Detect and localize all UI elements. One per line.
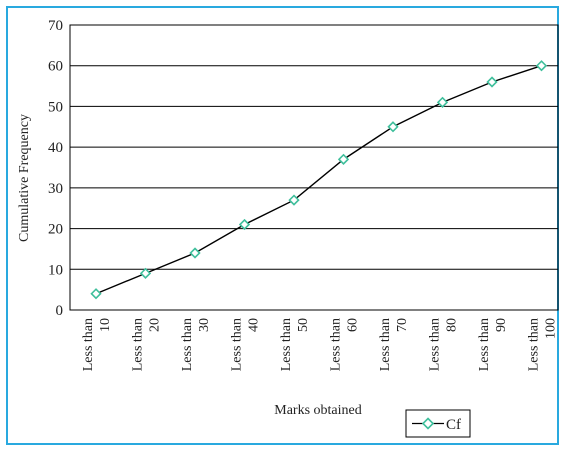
- data-point: [337, 153, 350, 165]
- x-tick-label-line: Less than: [81, 318, 96, 371]
- data-point: [535, 60, 548, 72]
- x-tick-label-line: Less than: [428, 318, 443, 371]
- y-tick-label: 70: [48, 18, 63, 34]
- x-axis-title: Marks obtained: [274, 403, 361, 418]
- data-point: [387, 121, 399, 133]
- x-tick-label-line: Less than: [180, 318, 195, 371]
- data-point: [436, 96, 449, 108]
- x-tick-label-line: Less than: [131, 318, 146, 371]
- y-tick-label: 30: [48, 181, 63, 197]
- x-tick-label-line: 100: [544, 318, 559, 339]
- series-line: [95, 65, 542, 295]
- y-axis-ticks: 0 10 20 30 40 50 60 70: [48, 18, 63, 319]
- x-tick-label: Less than 60: [329, 318, 361, 371]
- x-tick-label: Less than 70: [378, 318, 410, 371]
- x-tick-label-line: 60: [346, 318, 361, 332]
- x-tick-label-line: 40: [247, 318, 262, 332]
- data-point: [238, 218, 251, 231]
- x-axis-ticks: Less than 10 Less than 20 Less than 30 Less th…: [81, 318, 559, 371]
- data-point: [486, 76, 498, 88]
- x-tick-label-line: 80: [445, 318, 460, 332]
- x-tick-label-line: Less than: [230, 318, 245, 371]
- x-tick-label-line: Less than: [477, 318, 492, 371]
- grid-lines: [70, 65, 558, 270]
- x-tick-label: Less than 20: [131, 318, 163, 371]
- y-tick-label: 20: [48, 222, 63, 238]
- x-tick-label-line: Less than: [378, 318, 393, 371]
- x-tick-label: Less than 80: [428, 318, 460, 371]
- legend: Cf: [405, 409, 471, 438]
- chart-frame: [6, 6, 559, 445]
- legend-label: Cf: [446, 417, 461, 433]
- x-tick-label-line: Less than: [527, 318, 542, 371]
- x-tick-label-line: Less than: [329, 318, 344, 371]
- legend-marker: [421, 417, 435, 430]
- x-tick-label-line: 50: [296, 318, 311, 332]
- series-cf: [90, 60, 548, 300]
- y-tick-label: 0: [56, 303, 64, 319]
- x-tick-label-line: 30: [197, 318, 212, 332]
- x-tick-label: Less than 30: [180, 318, 212, 371]
- x-tick-label: Less than 50: [279, 318, 311, 371]
- x-tick-label-line: 10: [98, 318, 113, 332]
- data-point: [90, 288, 102, 300]
- plot-area-border: [69, 24, 559, 311]
- y-tick-label: 40: [48, 140, 63, 156]
- x-tick-label-line: Less than: [279, 318, 294, 371]
- y-tick-label: 50: [48, 99, 63, 115]
- x-tick-label-line: 20: [148, 318, 163, 332]
- data-point: [139, 267, 152, 279]
- y-tick-label: 10: [48, 262, 63, 278]
- x-tick-label: Less than 40: [230, 318, 262, 371]
- x-tick-label-line: 90: [494, 318, 509, 332]
- x-tick-label: Less than 100: [527, 318, 559, 371]
- y-axis-title: Cumulative Frequency: [17, 114, 32, 242]
- y-tick-label: 60: [48, 59, 63, 75]
- x-tick-label: Less than 90: [477, 318, 509, 371]
- data-point: [189, 247, 201, 259]
- data-point: [288, 194, 300, 206]
- x-tick-label-line: 70: [395, 318, 410, 332]
- x-tick-label: Less than 10: [81, 318, 113, 371]
